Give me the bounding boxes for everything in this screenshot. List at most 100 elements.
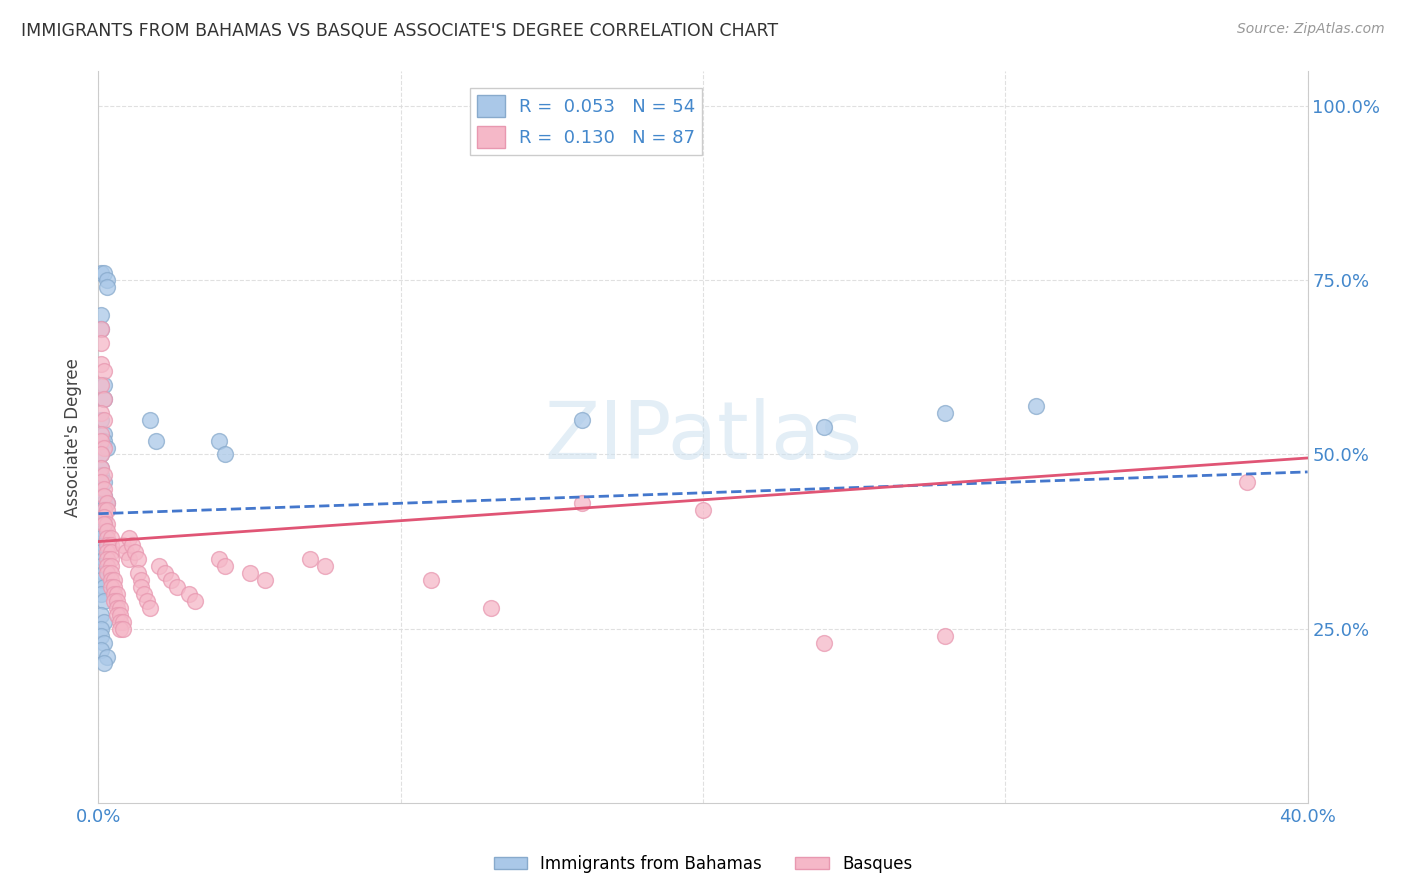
Point bbox=[208, 552, 231, 566]
Point bbox=[93, 266, 115, 280]
Point bbox=[96, 545, 118, 559]
Point bbox=[129, 573, 152, 587]
Point bbox=[93, 635, 115, 649]
Point bbox=[314, 558, 336, 573]
Point bbox=[90, 468, 112, 483]
Point bbox=[93, 489, 115, 503]
Point bbox=[105, 594, 128, 608]
Point bbox=[118, 531, 141, 545]
Point bbox=[96, 649, 118, 664]
Point bbox=[93, 496, 115, 510]
Point bbox=[571, 412, 593, 426]
Legend: R =  0.053   N = 54, R =  0.130   N = 87: R = 0.053 N = 54, R = 0.130 N = 87 bbox=[470, 87, 703, 155]
Point bbox=[90, 489, 112, 503]
Point bbox=[90, 406, 112, 420]
Point bbox=[96, 503, 118, 517]
Point bbox=[93, 657, 115, 671]
Point bbox=[93, 489, 115, 503]
Point bbox=[420, 573, 443, 587]
Point bbox=[90, 308, 112, 322]
Point bbox=[208, 434, 231, 448]
Point bbox=[90, 336, 112, 351]
Point bbox=[90, 531, 112, 545]
Point bbox=[93, 566, 115, 580]
Point bbox=[90, 322, 112, 336]
Point bbox=[111, 538, 134, 552]
Point bbox=[90, 461, 112, 475]
Point bbox=[103, 573, 125, 587]
Point bbox=[148, 558, 170, 573]
Point bbox=[93, 510, 115, 524]
Point bbox=[90, 545, 112, 559]
Point bbox=[93, 483, 115, 497]
Point bbox=[214, 448, 236, 462]
Point bbox=[90, 461, 112, 475]
Point bbox=[571, 496, 593, 510]
Point bbox=[90, 524, 112, 538]
Point bbox=[118, 552, 141, 566]
Point bbox=[121, 538, 143, 552]
Point bbox=[93, 517, 115, 532]
Point bbox=[934, 629, 956, 643]
Point bbox=[239, 566, 262, 580]
Point bbox=[90, 629, 112, 643]
Point bbox=[253, 573, 276, 587]
Point bbox=[96, 538, 118, 552]
Point bbox=[93, 580, 115, 594]
Point bbox=[139, 412, 162, 426]
Point bbox=[90, 517, 112, 532]
Point bbox=[96, 517, 118, 532]
Point bbox=[93, 524, 115, 538]
Point bbox=[105, 607, 128, 622]
Point bbox=[96, 273, 118, 287]
Point bbox=[153, 566, 176, 580]
Point bbox=[1236, 475, 1258, 490]
Point bbox=[132, 587, 155, 601]
Point bbox=[93, 468, 115, 483]
Point bbox=[114, 545, 136, 559]
Point bbox=[90, 412, 112, 426]
Point bbox=[124, 545, 146, 559]
Point bbox=[108, 607, 131, 622]
Point bbox=[100, 545, 122, 559]
Point bbox=[813, 419, 835, 434]
Point bbox=[692, 503, 714, 517]
Point bbox=[100, 580, 122, 594]
Point bbox=[481, 600, 503, 615]
Point bbox=[100, 531, 122, 545]
Point bbox=[93, 426, 115, 441]
Point bbox=[93, 538, 115, 552]
Point bbox=[90, 475, 112, 490]
Point bbox=[93, 552, 115, 566]
Point bbox=[299, 552, 322, 566]
Point bbox=[1024, 399, 1046, 413]
Point bbox=[93, 392, 115, 406]
Point bbox=[145, 434, 167, 448]
Point bbox=[90, 587, 112, 601]
Text: ZIPatlas: ZIPatlas bbox=[544, 398, 862, 476]
Point bbox=[96, 496, 118, 510]
Point bbox=[93, 434, 115, 448]
Point bbox=[214, 558, 236, 573]
Point bbox=[90, 434, 112, 448]
Point bbox=[90, 503, 112, 517]
Point bbox=[127, 566, 149, 580]
Point bbox=[90, 607, 112, 622]
Point bbox=[166, 580, 188, 594]
Point bbox=[93, 364, 115, 378]
Point bbox=[139, 600, 162, 615]
Point bbox=[105, 600, 128, 615]
Point bbox=[93, 412, 115, 426]
Point bbox=[93, 615, 115, 629]
Point bbox=[90, 573, 112, 587]
Point bbox=[127, 552, 149, 566]
Point bbox=[93, 594, 115, 608]
Point bbox=[90, 377, 112, 392]
Point bbox=[96, 524, 118, 538]
Point bbox=[96, 441, 118, 455]
Point bbox=[100, 552, 122, 566]
Point bbox=[108, 600, 131, 615]
Point bbox=[111, 622, 134, 636]
Point bbox=[93, 475, 115, 490]
Point bbox=[111, 615, 134, 629]
